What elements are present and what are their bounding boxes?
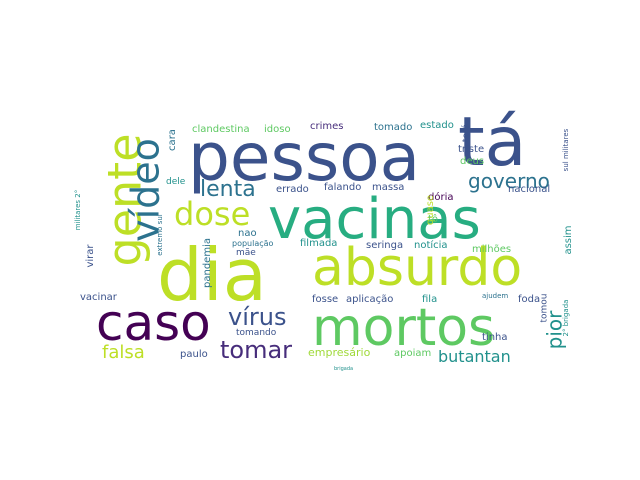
word-apoiam: apoiam [394,348,431,359]
word-seringa: seringa [366,240,403,251]
word-triste: triste [458,144,484,155]
word-pandemia: pandemia [202,238,213,288]
word-tomando: tomando [236,328,277,338]
word-tomado: tomado [374,122,412,133]
word-caso: caso [96,294,211,352]
word-tinha: tinha [482,332,508,343]
word-mortos: mortos [312,298,495,358]
word-dória: dória [428,191,453,203]
word-ajudem: ajudem [482,292,508,300]
word-vacinar: vacinar [80,292,118,303]
word-falsa: falsa [102,342,145,363]
word-estado: estado [420,120,454,131]
word-clandestina: clandestina [192,124,250,135]
word-foda: foda [518,294,540,305]
word-gente: gente [98,134,152,267]
word-errado: errado [276,184,309,195]
word-empresário: empresário [308,346,371,359]
word-vírus: vírus [228,303,286,331]
word-paulo: paulo [180,349,208,360]
word-assim: assim [563,225,574,254]
word-virar: virar [85,244,96,268]
word-dia: dia [157,233,267,317]
word-falando: falando [324,182,361,193]
word-quase: quase [425,195,436,225]
word-massa: massa [372,182,404,193]
word-governo: governo [468,169,550,193]
word-fila: fila [422,294,437,305]
word-fosse: fosse [312,294,338,305]
word-pessoa: pessoa [188,119,420,196]
word-butantan: butantan [438,347,511,366]
word-população: população [232,239,274,248]
word-terá: terá [462,124,472,142]
word-extremo-sul: extremo sul [156,214,164,256]
word-filmada: filmada [300,238,337,249]
word-brigada: brigada [334,366,353,372]
word-nacional: nacional [508,184,550,195]
word-vídeo: vídeo [124,138,168,242]
word-absurdo: absurdo [312,238,522,298]
word-militares-2-: militares 2° [74,190,82,231]
word-idoso: idoso [264,124,291,135]
word-sul-militares: sul militares [562,128,570,171]
word-vacinas: vacinas [268,187,481,252]
word-aplicação: aplicação [346,294,393,305]
word-tomou: tomou [540,293,550,322]
word-nao: nao [238,228,257,239]
word-tomar: tomar [220,336,292,364]
word-deus: deus [460,156,484,167]
word-dele: dele [166,177,186,187]
word-crimes: crimes [310,121,344,132]
word-lenta: lenta [200,177,256,202]
word-notícia: notícia [414,239,448,251]
word-dose: dose [174,195,250,233]
word-mãe: mãe [236,248,256,258]
word-pior: pior [543,310,567,349]
word-milhões: milhões [472,244,511,255]
word-2-brigada: 2° brigada [562,300,570,337]
word-cara: cara [167,129,178,151]
word-tô: tô [428,213,438,225]
word-tá: tá [458,103,526,182]
